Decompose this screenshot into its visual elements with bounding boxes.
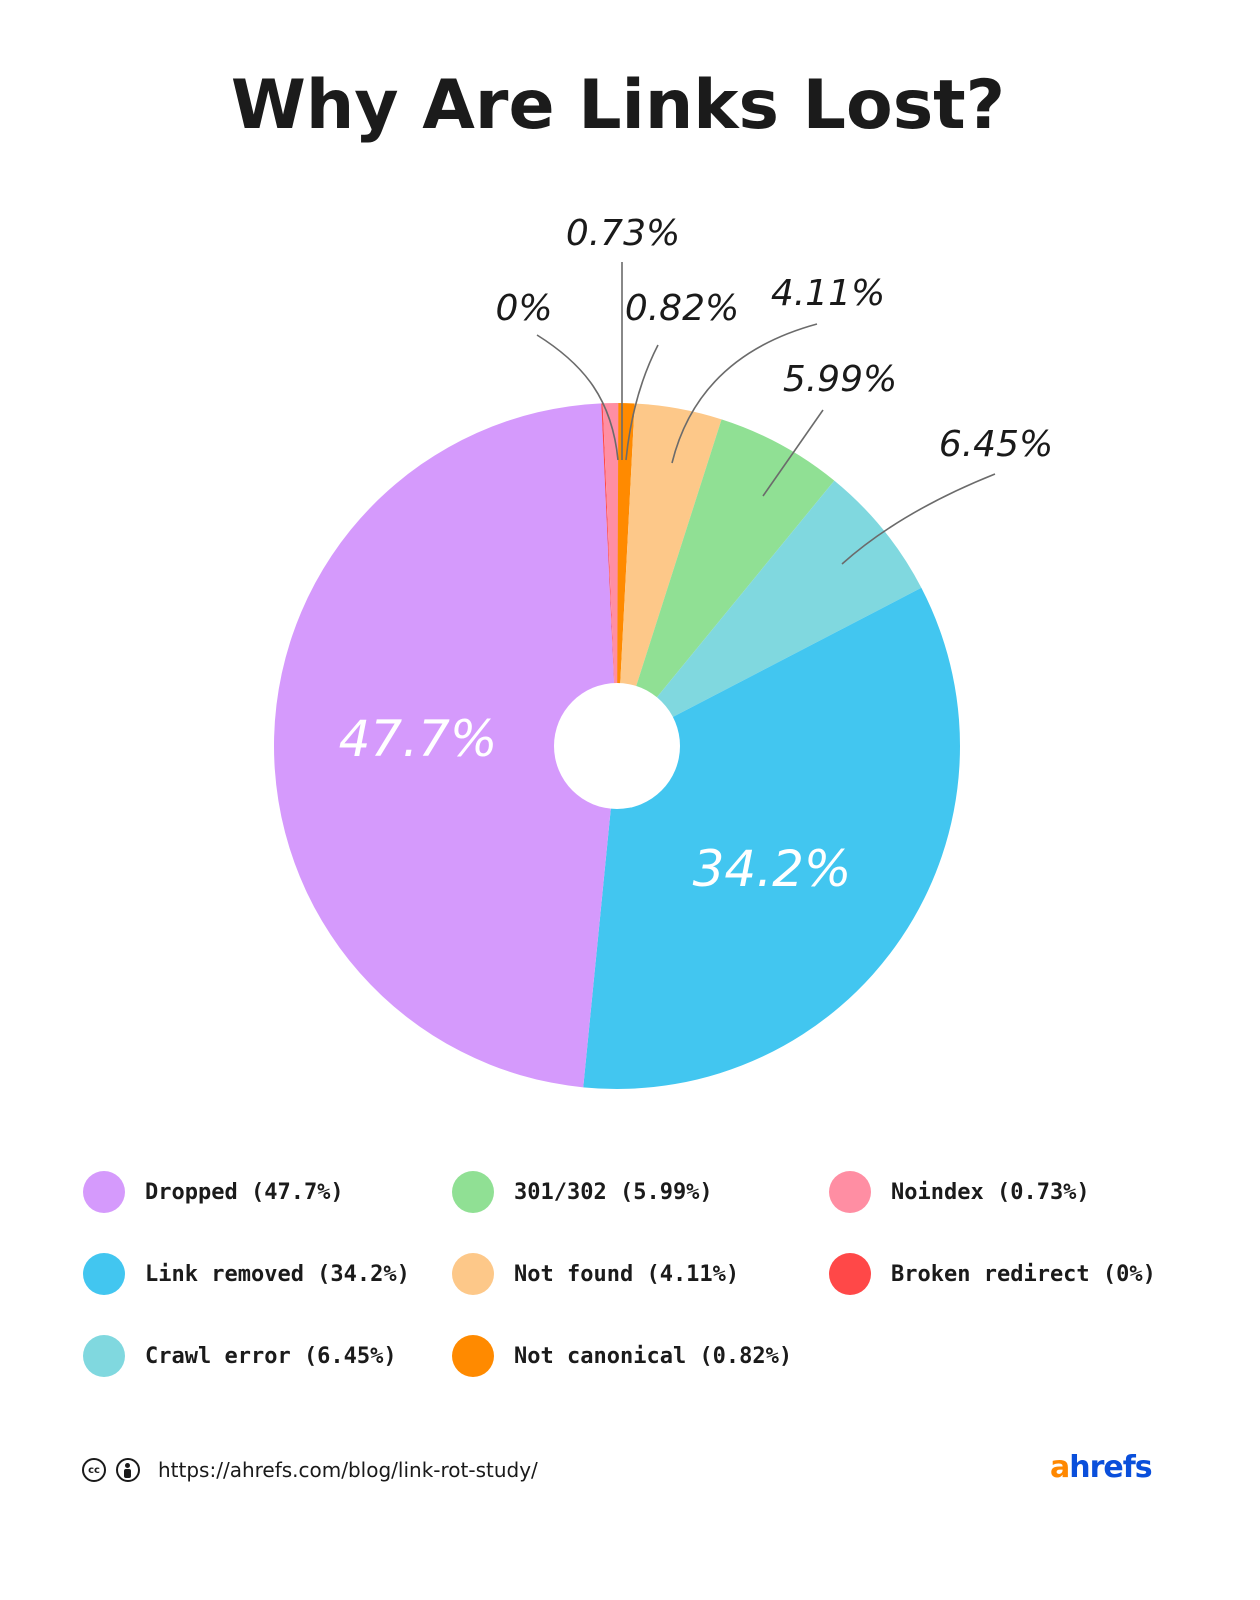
slice-broken-redirect [601, 403, 617, 746]
attribution-icon [116, 1458, 140, 1482]
callout-not-found: 4.11% [771, 273, 885, 314]
leader-line-not-canonical [625, 344, 659, 461]
slice-dropped [273, 403, 617, 1088]
pie-slices [273, 403, 961, 1090]
callout-301-302: 5.99% [783, 359, 897, 400]
callout-not-canonical: 0.82% [625, 288, 739, 329]
chart-title: Why Are Links Lost? [230, 66, 1006, 145]
legend-swatch [83, 1171, 125, 1213]
legend-item-not-found: Not found (4.11%) [452, 1253, 739, 1295]
slice-301-302 [617, 419, 835, 746]
legend-label: Not found (4.11%) [514, 1261, 740, 1287]
legend-swatch [83, 1335, 125, 1377]
leader-line-broken-redirect [536, 334, 619, 461]
legend-swatch [452, 1171, 494, 1213]
legend-label: Not canonical (0.82%) [514, 1343, 793, 1369]
legend-label: Link removed (34.2%) [145, 1261, 410, 1287]
logo-rest: hrefs [1069, 1450, 1152, 1485]
legend-item-301-302: 301/302 (5.99%) [452, 1171, 713, 1213]
legend-item-dropped: Dropped (47.7%) [83, 1171, 344, 1213]
legend: Dropped (47.7%) Link removed (34.2%) Cra… [83, 1171, 1156, 1377]
ahrefs-logo: ahrefs [1050, 1450, 1153, 1485]
legend-item-crawl-error: Crawl error (6.45%) [83, 1335, 397, 1377]
label-dropped: 47.7% [339, 710, 498, 768]
legend-item-not-canonical: Not canonical (0.82%) [452, 1335, 792, 1377]
callout-broken-redirect: 0% [495, 288, 552, 329]
donut-hole [554, 683, 680, 809]
callout-noindex: 0.73% [566, 213, 680, 254]
slice-noindex [602, 403, 619, 746]
leader-line-crawl-error [841, 473, 996, 565]
legend-label: Dropped (47.7%) [145, 1179, 344, 1205]
slice-crawl-error [617, 480, 922, 746]
legend-item-broken-redirect: Broken redirect (0%) [829, 1253, 1156, 1295]
slice-not-found [617, 403, 722, 746]
legend-swatch [452, 1335, 494, 1377]
slice-link-removed [583, 587, 961, 1090]
legend-swatch [83, 1253, 125, 1295]
callout-crawl-error: 6.45% [939, 424, 1053, 465]
legend-item-noindex: Noindex (0.73%) [829, 1171, 1090, 1213]
source-url[interactable]: https://ahrefs.com/blog/link-rot-study/ [158, 1458, 538, 1482]
legend-swatch [829, 1253, 871, 1295]
leader-line-not-found [671, 323, 818, 464]
slice-not-canonical [617, 403, 635, 746]
legend-item-link-removed: Link removed (34.2%) [83, 1253, 410, 1295]
leader-line-301-302 [762, 409, 824, 497]
creative-commons-icon: cc [82, 1458, 106, 1482]
label-link-removed: 34.2% [693, 840, 852, 898]
legend-label: Noindex (0.73%) [891, 1179, 1090, 1205]
legend-label: Crawl error (6.45%) [145, 1343, 397, 1369]
legend-swatch [452, 1253, 494, 1295]
legend-label: Broken redirect (0%) [891, 1261, 1156, 1287]
footer: cc https://ahrefs.com/blog/link-rot-stud… [82, 1458, 538, 1482]
logo-a: a [1050, 1450, 1070, 1485]
leader-lines [536, 262, 996, 565]
legend-label: 301/302 (5.99%) [514, 1179, 713, 1205]
legend-swatch [829, 1171, 871, 1213]
